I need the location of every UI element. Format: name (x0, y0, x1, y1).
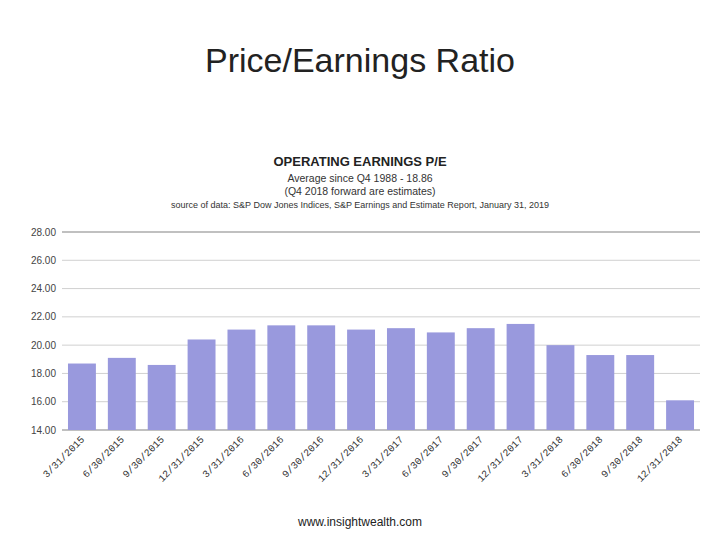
bar (586, 355, 614, 430)
y-tick-label: 24.00 (31, 283, 56, 294)
title: Price/Earnings Ratio (205, 41, 515, 79)
grid-line (62, 288, 700, 289)
bar (387, 328, 415, 430)
y-tick-label: 28.00 (31, 227, 56, 238)
annotation: Average since Q4 1988 - 18.86 (287, 172, 432, 184)
x-tick-label: 6/30/2015 (81, 434, 127, 480)
bar (666, 400, 694, 430)
footer: www.insightwealth.com (297, 515, 422, 529)
axis-line (62, 232, 700, 233)
x-tick-label: 3/31/2017 (360, 434, 406, 480)
x-tick-label: 12/31/2016 (316, 434, 366, 484)
bar (108, 358, 136, 430)
grid-line (62, 232, 700, 233)
x-tick-label: 12/31/2018 (635, 434, 685, 484)
grid-line (62, 345, 700, 346)
chart: Price/Earnings Ratio OPERATING EARNINGS P… (0, 0, 720, 540)
y-tick-label: 20.00 (31, 340, 56, 351)
x-tick-label: 3/31/2016 (201, 434, 247, 480)
bars (68, 324, 694, 430)
bar (188, 339, 216, 430)
y-tick-label: 26.00 (31, 255, 56, 266)
x-tick-label: 6/30/2017 (400, 434, 446, 480)
x-tick-label: 12/31/2017 (475, 434, 525, 484)
y-tick-label: 14.00 (31, 425, 56, 436)
bar (546, 345, 574, 430)
grid (62, 232, 700, 430)
x-tick-label: 12/31/2015 (156, 434, 206, 484)
bar (267, 325, 295, 430)
grid-line (62, 260, 700, 261)
annotation: (Q4 2018 forward are estimates) (284, 185, 435, 197)
x-tick-label: 3/31/2015 (41, 434, 87, 480)
bar (347, 330, 375, 430)
x-tick-label: 3/31/2018 (520, 434, 566, 480)
bar (307, 325, 335, 430)
bar (227, 330, 255, 430)
annotation: source of data: S&P Dow Jones Indices, S… (171, 200, 549, 210)
background (0, 0, 720, 540)
bar (427, 332, 455, 430)
x-tick-label: 6/30/2018 (559, 434, 605, 480)
subtitle: OPERATING EARNINGS P/E (273, 154, 446, 169)
x-tick-label: 6/30/2016 (240, 434, 286, 480)
bar (626, 355, 654, 430)
y-tick-label: 18.00 (31, 368, 56, 379)
y-tick-label: 16.00 (31, 396, 56, 407)
grid-line (62, 316, 700, 317)
y-tick-label: 22.00 (31, 311, 56, 322)
bar (68, 364, 96, 430)
bar (148, 365, 176, 430)
bar (507, 324, 535, 430)
bar (467, 328, 495, 430)
